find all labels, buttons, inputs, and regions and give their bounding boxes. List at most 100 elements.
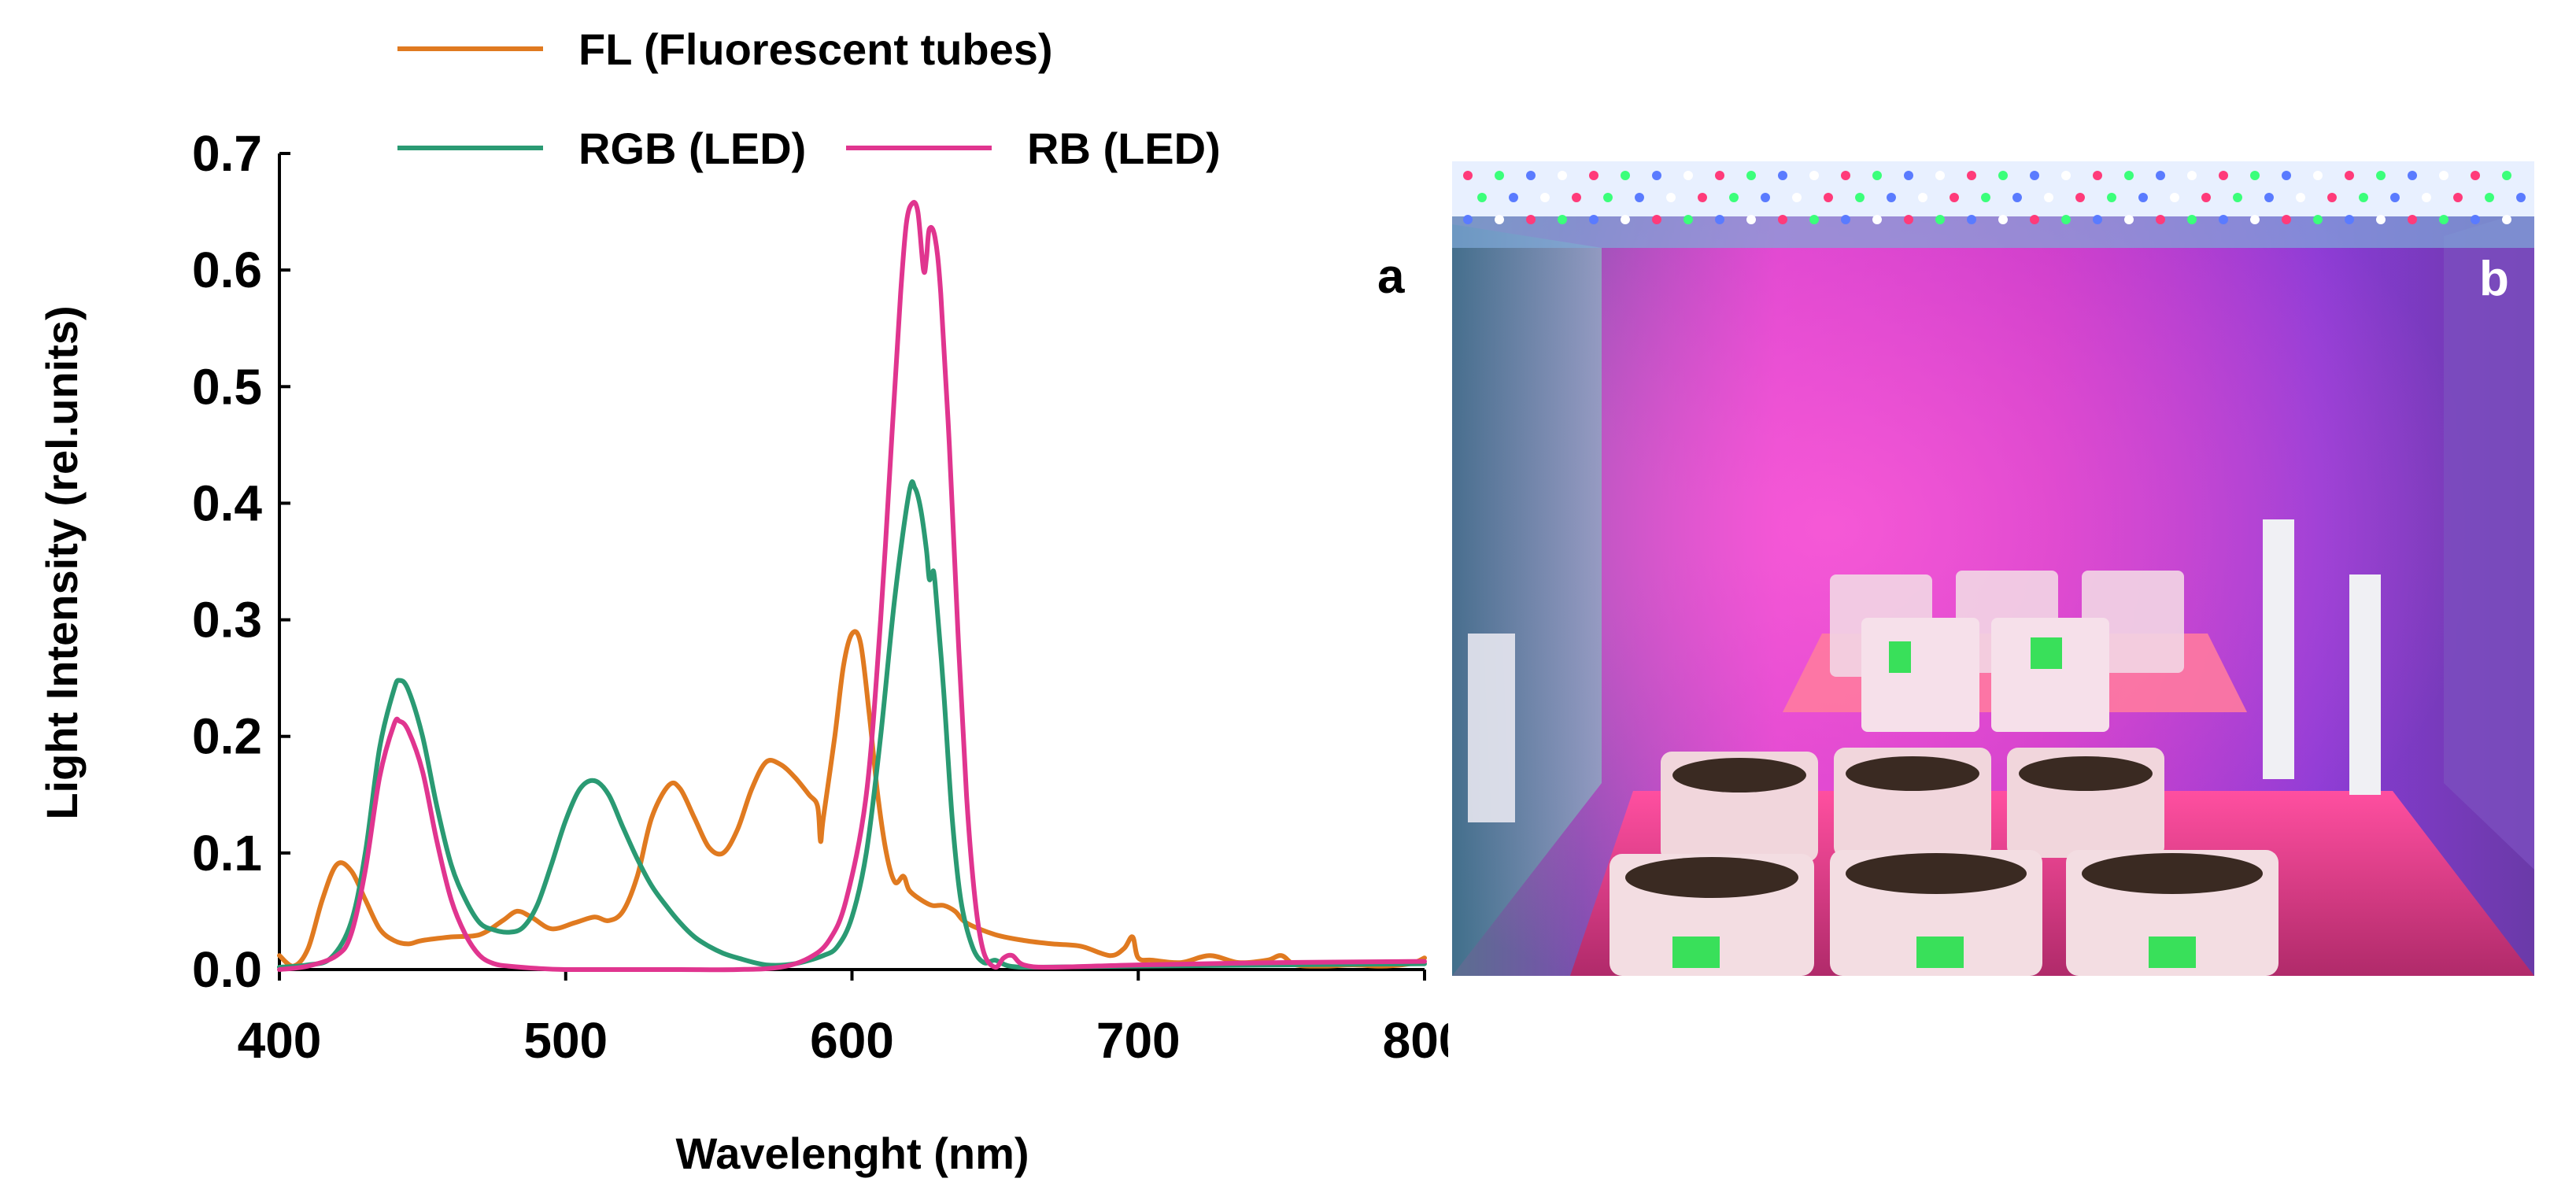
x-ticks: 400 500 600 700 800 — [238, 970, 1448, 1069]
photo-led — [2422, 193, 2431, 202]
photo-right-wall — [2444, 209, 2534, 870]
photo-led — [2030, 171, 2039, 180]
photo-led — [1698, 193, 1707, 202]
photo-led — [2061, 171, 2071, 180]
photo-led — [1855, 193, 1865, 202]
photo-bracket-right-2 — [2349, 574, 2381, 795]
legend-label-rgb: RGB (LED) — [578, 124, 806, 173]
photo-led — [2408, 215, 2417, 224]
photo-led — [1918, 193, 1927, 202]
photo-led — [2345, 215, 2354, 224]
grow-chamber-photo: b — [1452, 161, 2534, 976]
photo-led — [2219, 171, 2228, 180]
photo-led — [1477, 193, 1487, 202]
photo-led — [2219, 215, 2228, 224]
photo-led — [1683, 171, 1693, 180]
photo-led — [1841, 215, 1850, 224]
photo-led — [1603, 193, 1613, 202]
y-ticks: 0.0 0.1 0.2 0.3 0.4 0.5 0.6 0.7 — [192, 125, 290, 998]
photo-led — [1761, 193, 1770, 202]
photo-front-pots — [1610, 748, 2278, 976]
photo-led — [1887, 193, 1896, 202]
photo-led — [2107, 193, 2116, 202]
photo-led — [2201, 193, 2211, 202]
photo-led — [2093, 215, 2102, 224]
photo-led — [1824, 193, 1833, 202]
photo-led — [1841, 171, 1850, 180]
y-axis-title: Light Intensity (rel.units) — [37, 305, 87, 819]
x-tick-label: 600 — [810, 1012, 894, 1069]
photo-led — [2250, 215, 2260, 224]
photo-led — [2485, 193, 2494, 202]
photo-led — [2471, 171, 2480, 180]
photo-led — [2327, 193, 2337, 202]
photo-led — [2502, 215, 2511, 224]
photo-led — [2390, 193, 2400, 202]
series-line-rgb — [277, 479, 1427, 970]
photo-led — [1526, 171, 1536, 180]
panel-label-a: a — [1377, 249, 1405, 304]
photo-led — [1935, 215, 1945, 224]
photo-led — [1746, 215, 1756, 224]
photo-led — [1666, 193, 1676, 202]
photo-led — [2187, 171, 2197, 180]
spectrum-chart: FL (Fluorescent tubes) RGB (LED) RB (LED… — [37, 24, 1448, 1178]
photo-led — [1540, 193, 1550, 202]
photo-led — [1572, 193, 1581, 202]
photo-led — [2439, 215, 2448, 224]
photo-led — [1652, 215, 1661, 224]
x-tick-label: 700 — [1096, 1012, 1181, 1069]
y-tick-label: 0.5 — [192, 358, 262, 415]
photo-led — [1809, 215, 1819, 224]
legend: FL (Fluorescent tubes) RGB (LED) RB (LED… — [397, 24, 1221, 173]
series-group — [277, 200, 1427, 973]
photo-led — [1635, 193, 1644, 202]
photo-led — [2030, 215, 2039, 224]
photo-led — [1621, 171, 1630, 180]
photo-led — [2296, 193, 2305, 202]
series-line-fl — [277, 629, 1427, 969]
photo-led — [2250, 171, 2260, 180]
photo-led — [2502, 171, 2511, 180]
photo-led — [2138, 193, 2148, 202]
photo-led — [1967, 171, 1976, 180]
photo-led — [1558, 171, 1567, 180]
photo-led — [1495, 215, 1504, 224]
y-tick-label: 0.2 — [192, 708, 262, 765]
x-axis-title: Wavelenght (nm) — [675, 1129, 1029, 1178]
photo-led — [1778, 215, 1787, 224]
photo-led — [2264, 193, 2274, 202]
photo-led — [2124, 171, 2134, 180]
photo-led — [2516, 193, 2526, 202]
photo-led — [2408, 171, 2417, 180]
legend-label-fl: FL (Fluorescent tubes) — [578, 24, 1053, 74]
photo-led — [1904, 171, 1913, 180]
panel-label-b: b — [2479, 252, 2509, 306]
photo-led — [2156, 215, 2165, 224]
photo-led — [1872, 215, 1882, 224]
photo-led — [2282, 215, 2291, 224]
photo-led — [2075, 193, 2085, 202]
photo-led — [1981, 193, 1990, 202]
photo-led — [2313, 215, 2323, 224]
photo-led — [2313, 171, 2323, 180]
photo-led — [1967, 215, 1976, 224]
series-line-rb — [277, 200, 1427, 973]
photo-led — [2439, 171, 2448, 180]
photo-led — [2471, 215, 2480, 224]
photo-led — [2453, 193, 2463, 202]
photo-led — [2187, 215, 2197, 224]
photo-led — [1621, 215, 1630, 224]
photo-led — [1495, 171, 1504, 180]
photo-led — [1715, 171, 1724, 180]
photo-led-dots — [1463, 171, 2526, 224]
photo-led — [2233, 193, 2242, 202]
photo-led — [2376, 171, 2386, 180]
photo-bracket-left — [1468, 634, 1515, 822]
x-tick-label: 500 — [523, 1012, 608, 1069]
x-tick-label: 800 — [1383, 1012, 1448, 1069]
photo-led — [2170, 193, 2179, 202]
photo-led — [1778, 171, 1787, 180]
photo-led — [2061, 215, 2071, 224]
photo-led — [2093, 171, 2102, 180]
